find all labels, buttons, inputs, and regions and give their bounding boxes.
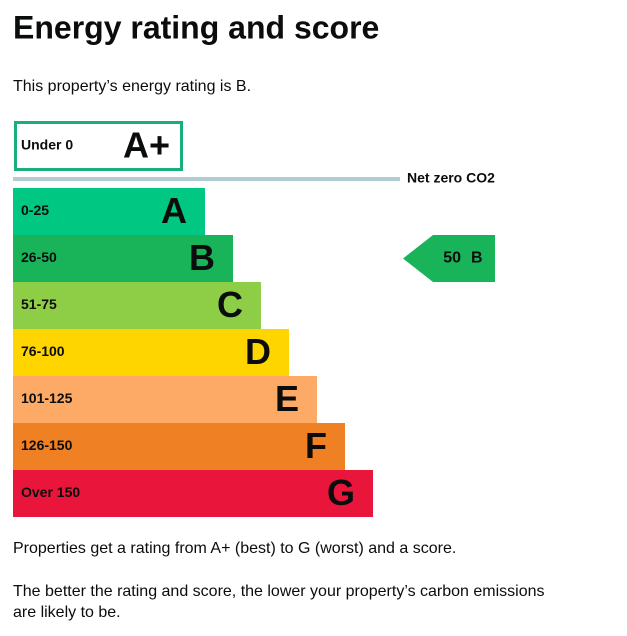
band-range: 26-50 xyxy=(21,249,57,265)
band-bar xyxy=(13,376,317,423)
band-bar xyxy=(13,235,233,282)
current-rating-arrow xyxy=(403,235,495,282)
band-bar xyxy=(13,470,373,517)
band-range: 0-25 xyxy=(21,202,49,218)
top-band-box xyxy=(14,121,183,171)
footer-text: are likely to be. xyxy=(13,604,121,621)
band-bar xyxy=(13,423,345,470)
band-letter: A xyxy=(161,190,187,231)
band-range: 126-150 xyxy=(21,437,73,453)
band-letter: C xyxy=(217,284,243,325)
footer-text: Properties get a rating from A+ (best) t… xyxy=(13,540,456,557)
band-letter: B xyxy=(189,237,215,278)
intro: This property’s energy rating is B. xyxy=(13,78,251,95)
band-range: Over 150 xyxy=(21,484,80,500)
band-range: 51-75 xyxy=(21,296,57,312)
band-letter: A+ xyxy=(123,125,170,166)
band-letter: F xyxy=(305,425,327,466)
current-score: 50 xyxy=(443,250,461,267)
page-title: Energy rating and score xyxy=(13,9,379,45)
band-range: 101-125 xyxy=(21,390,73,406)
net-zero-label: Net zero CO2 xyxy=(407,170,495,186)
footer-text: The better the rating and score, the low… xyxy=(13,583,545,600)
band-letter: E xyxy=(275,378,299,419)
band-letter: D xyxy=(245,331,271,372)
band-letter: G xyxy=(327,472,355,513)
band-range: 76-100 xyxy=(21,343,65,359)
band-bar xyxy=(13,329,289,376)
current-letter: B xyxy=(471,250,483,267)
band-bar xyxy=(13,282,261,329)
band-range: Under 0 xyxy=(21,137,73,153)
band-bar xyxy=(13,188,205,235)
